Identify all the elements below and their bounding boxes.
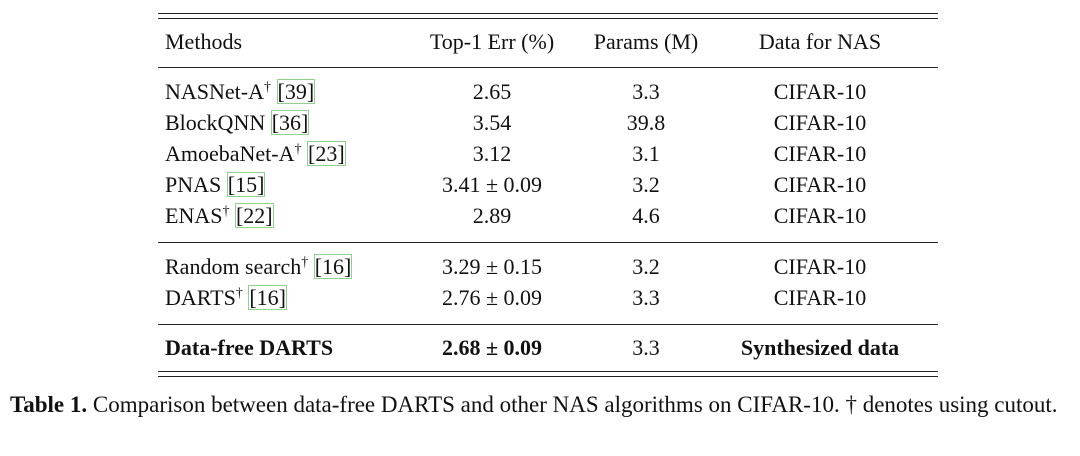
- method-name: Data-free DARTS: [165, 335, 334, 360]
- data-cell: CIFAR-10: [773, 79, 867, 104]
- citation: [16]: [313, 254, 353, 279]
- top-rule: [158, 18, 938, 19]
- method-cell: Random search† [16]: [165, 254, 353, 280]
- bottom-rule: [158, 376, 938, 377]
- params-cell: 4.6: [632, 203, 660, 228]
- data-cell: CIFAR-10: [773, 172, 867, 197]
- params-cell: 3.3: [632, 285, 660, 310]
- params-cell: 3.2: [632, 172, 660, 197]
- data-cell: CIFAR-10: [773, 203, 867, 228]
- data-cell: CIFAR-10: [773, 285, 867, 310]
- data-cell: CIFAR-10: [773, 254, 867, 279]
- dagger: †: [235, 286, 243, 301]
- citation: [23]: [307, 141, 346, 166]
- citation: [16]: [248, 285, 287, 310]
- header-rule: [158, 67, 938, 68]
- method-cell: BlockQNN [36]: [165, 110, 310, 136]
- header-cell: Methods: [165, 29, 242, 54]
- dagger: †: [264, 80, 271, 95]
- citation: [15]: [226, 172, 266, 197]
- err-cell: 3.54: [472, 110, 512, 135]
- caption-label: Table 1.: [10, 392, 88, 417]
- params-cell: 3.2: [632, 254, 660, 279]
- method-name: NASNet-A: [165, 79, 264, 104]
- err-cell: 2.65: [472, 79, 512, 104]
- method-cell: AmoebaNet-A† [23]: [165, 141, 346, 167]
- citation: [39]: [276, 79, 316, 104]
- top-rule: [158, 13, 938, 14]
- method-name: PNAS: [165, 172, 222, 197]
- err-cell: 2.89: [472, 203, 512, 228]
- dagger: †: [222, 204, 230, 219]
- data-cell: CIFAR-10: [773, 141, 867, 166]
- method-cell: PNAS [15]: [165, 172, 266, 198]
- method-cell: NASNet-A† [39]: [165, 79, 316, 105]
- caption-text: Comparison between data-free DARTS and o…: [92, 392, 1058, 417]
- citation: [36]: [270, 110, 310, 135]
- method-cell: Data-free DARTS: [165, 335, 333, 361]
- err-cell: 3.41 ± 0.09: [441, 172, 543, 197]
- bottom-rule: [158, 371, 938, 372]
- params-cell: 3.3: [632, 79, 660, 104]
- header-cell: Top-1 Err (%): [429, 29, 555, 54]
- data-cell: Synthesized data: [740, 335, 900, 360]
- params-cell: 3.3: [632, 335, 660, 360]
- err-cell: 3.29 ± 0.15: [441, 254, 543, 279]
- method-cell: ENAS† [22]: [165, 203, 274, 229]
- method-name: DARTS: [165, 285, 236, 310]
- caption: Table 1. Comparison between data-free DA…: [10, 388, 1076, 421]
- err-cell: 2.68 ± 0.09: [441, 335, 543, 360]
- group-rule: [158, 324, 938, 325]
- method-name: BlockQNN: [165, 110, 266, 135]
- citation: [22]: [234, 203, 274, 228]
- dagger: †: [301, 255, 309, 270]
- data-cell: CIFAR-10: [773, 110, 867, 135]
- method-name: AmoebaNet-A: [165, 141, 295, 166]
- method-name: Random search: [165, 254, 302, 279]
- err-cell: 3.12: [472, 141, 512, 166]
- err-cell: 2.76 ± 0.09: [441, 285, 543, 310]
- params-cell: 39.8: [626, 110, 666, 135]
- header-cell: Data for NAS: [758, 29, 882, 54]
- method-cell: DARTS† [16]: [165, 285, 287, 311]
- dagger: †: [294, 142, 302, 157]
- method-name: ENAS: [165, 203, 223, 228]
- group-rule: [158, 242, 938, 243]
- header-cell: Params (M): [593, 29, 699, 54]
- params-cell: 3.1: [632, 141, 660, 166]
